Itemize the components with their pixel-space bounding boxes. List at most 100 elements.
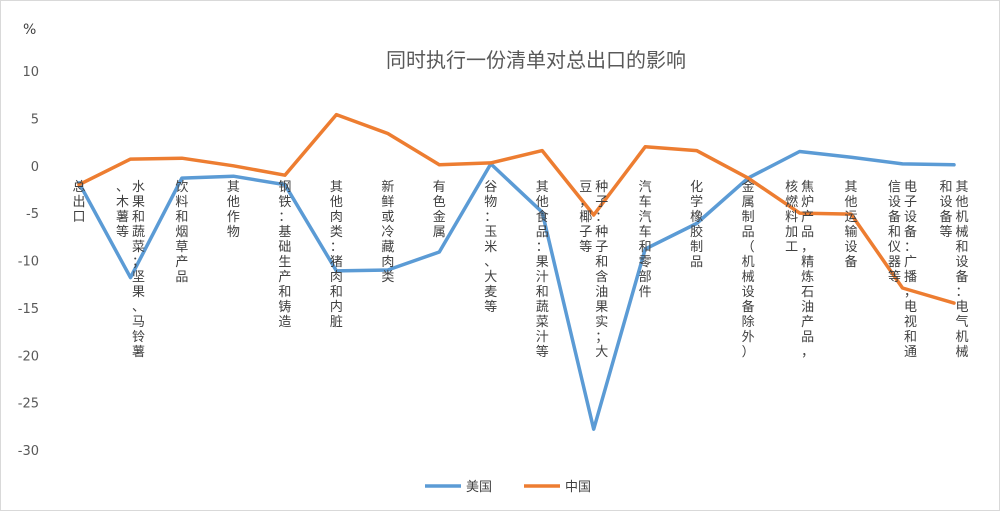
category-label-char: ：: [955, 285, 968, 300]
category-label-char: ，: [801, 345, 814, 360]
category-label-char: 和: [904, 330, 917, 345]
chart-title: 同时执行一份清单对总出口的影响: [386, 48, 686, 72]
category-label-char: 和: [955, 240, 968, 255]
category-label-char: 蔬: [132, 225, 145, 240]
category-label-char: 零: [639, 255, 652, 270]
category-label-char: 麦: [484, 285, 497, 300]
category-label-char: 制: [690, 240, 703, 255]
category-label-char: 和: [939, 180, 952, 195]
category-label-char: 马: [132, 315, 145, 330]
y-tick-label: -20: [18, 349, 39, 364]
category-label-char: 械: [742, 270, 755, 285]
category-label-char: ：: [595, 210, 608, 225]
category-label-char: 造: [278, 315, 291, 330]
category-label-char: 等: [939, 224, 952, 240]
category-label-char: 种: [595, 180, 608, 195]
category-label-char: 运: [845, 210, 858, 225]
category-label-char: 精: [801, 255, 814, 270]
category-label-char: 饮: [175, 180, 188, 195]
legend: 美国 中国: [425, 480, 591, 495]
category-label: 谷物：玉米、大麦等: [484, 180, 497, 315]
y-tick-label: -5: [26, 207, 39, 222]
category-label-char: 脏: [330, 315, 343, 330]
category-label-char: 冷: [381, 225, 394, 240]
category-label-char: 木: [116, 195, 129, 210]
series-line-0: [77, 149, 956, 431]
category-label-char: 和: [536, 285, 549, 300]
category-label-char: 或: [381, 210, 394, 225]
category-label-char: 其: [845, 180, 858, 195]
category-label-char: ，: [801, 240, 814, 255]
category-label-char: 他: [955, 195, 968, 210]
category-label-char: 草: [175, 240, 188, 255]
category-label-char: 气: [955, 314, 968, 330]
category-label-char: 设: [742, 285, 755, 300]
category-label-char: ；: [132, 255, 145, 270]
category-label-char: 工: [785, 240, 798, 255]
category-label-char: 播: [904, 270, 917, 285]
category-label-char: 等: [484, 299, 497, 315]
category-label-char: 备: [888, 209, 901, 225]
category-label-char: 他: [330, 195, 343, 210]
category-label-char: 电: [904, 300, 917, 315]
category-label-char: 生: [278, 255, 291, 270]
category-label-char: 内: [330, 299, 343, 315]
category-label-char: 炉: [801, 195, 814, 210]
category-label-char: 金: [742, 179, 755, 195]
category-label-char: 车: [639, 224, 652, 240]
category-label-char: 鲜: [381, 195, 394, 210]
category-label-char: 视: [904, 315, 917, 330]
category-label-char: 薯: [116, 210, 129, 225]
category-label-char: 其: [955, 180, 968, 195]
category-label-char: 品: [175, 270, 188, 285]
category-label-char: 子: [904, 195, 917, 210]
category-label-char: 藏: [381, 240, 394, 255]
category-label-char: （: [742, 240, 755, 255]
category-label-char: 产: [801, 210, 814, 225]
category-label-char: 肉: [330, 270, 343, 285]
category-label-char: 料: [175, 195, 188, 210]
category-label-char: 设: [955, 255, 968, 270]
category-label-char: 口: [72, 210, 85, 225]
category-label-char: 属: [742, 195, 755, 210]
category-label-char: 他: [845, 195, 858, 210]
category-label-char: 肉: [330, 210, 343, 225]
category-label-char: 设: [904, 210, 917, 225]
category-label-char: 子: [595, 195, 608, 210]
category-label-char: 备: [955, 269, 968, 285]
category-label-char: 石: [801, 285, 814, 300]
category-label-char: 他: [536, 195, 549, 210]
y-tick-label: -25: [18, 397, 39, 412]
category-label-char: 汽: [639, 210, 652, 225]
category-label-char: 其: [330, 180, 343, 195]
category-label-char: 、: [132, 300, 145, 315]
category-label-char: 输: [845, 224, 858, 240]
category-label-char: 机: [955, 210, 968, 225]
category-label-char: 大: [484, 270, 497, 285]
y-tick-label: -10: [18, 255, 39, 270]
y-tick-label: 0: [31, 160, 39, 175]
legend-label: 中国: [565, 480, 591, 495]
category-label-char: 物: [227, 225, 240, 240]
category-label-char: 核: [785, 180, 798, 195]
category-label-char: 汁: [536, 270, 549, 285]
category-label-char: 通: [904, 345, 917, 360]
category-label-char: 蔬: [536, 300, 549, 315]
category-label-char: 焦: [801, 180, 814, 195]
category-label-char: 学: [690, 194, 703, 210]
category-label-char: 汁: [536, 330, 549, 345]
category-label-char: 他: [227, 195, 240, 210]
x-axis-category-labels: 总出口水果和蔬菜；坚果、马铃薯、木薯等饮料和烟草产品其他作物钢铁：基础生产和铸造…: [72, 179, 968, 360]
category-label: 总出口: [72, 180, 85, 225]
category-label-char: 色: [433, 194, 446, 210]
category-label-char: ：: [330, 240, 343, 255]
category-label-char: 总: [72, 180, 85, 195]
category-label-char: 和: [278, 285, 291, 300]
